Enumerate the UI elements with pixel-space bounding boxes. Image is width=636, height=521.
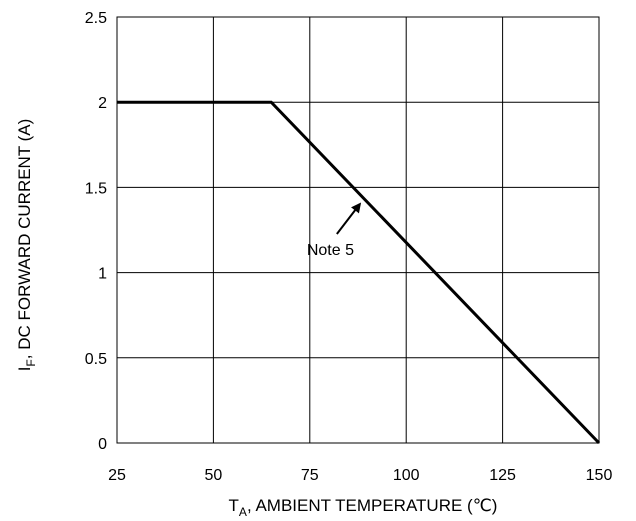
x-axis-label: TA, AMBIENT TEMPERATURE (℃) — [229, 496, 498, 519]
annotation-arrow — [336, 202, 362, 235]
y-tick-label: 1.5 — [85, 180, 107, 197]
y-axis-label-subscript: F — [24, 359, 38, 366]
annotation-label: Note 5 — [307, 242, 354, 259]
y-tick-label: 0 — [98, 436, 107, 453]
y-tick-label: 0.5 — [85, 351, 107, 368]
x-axis-label-subscript: A — [239, 505, 247, 519]
y-tick-label: 2.5 — [85, 10, 107, 27]
y-axis-label-prefix: I — [15, 367, 34, 372]
y-axis-label: IF, DC FORWARD CURRENT (A) — [15, 119, 38, 372]
x-tick-label: 150 — [586, 467, 613, 484]
x-tick-label: 100 — [393, 467, 420, 484]
x-tick-labels: 25 50 75 100 125 150 — [108, 467, 612, 484]
y-tick-label: 1 — [98, 266, 107, 283]
x-axis-label-text: , AMBIENT TEMPERATURE (℃) — [247, 496, 498, 515]
x-tick-label: 125 — [489, 467, 516, 484]
y-axis-label-text: , DC FORWARD CURRENT (A) — [15, 119, 34, 360]
y-tick-label: 2 — [98, 95, 107, 112]
x-axis-label-prefix: T — [229, 496, 239, 515]
x-tick-label: 50 — [205, 467, 223, 484]
grid-lines — [116, 16, 600, 444]
x-tick-label: 25 — [108, 467, 126, 484]
y-tick-labels: 0 0.5 1 1.5 2 2.5 — [85, 10, 107, 453]
series-group — [117, 100, 601, 445]
plot-frame — [116, 16, 600, 444]
x-tick-label: 75 — [301, 467, 319, 484]
series-line-0 — [117, 100, 601, 445]
annotations: Note 5 — [307, 202, 362, 259]
